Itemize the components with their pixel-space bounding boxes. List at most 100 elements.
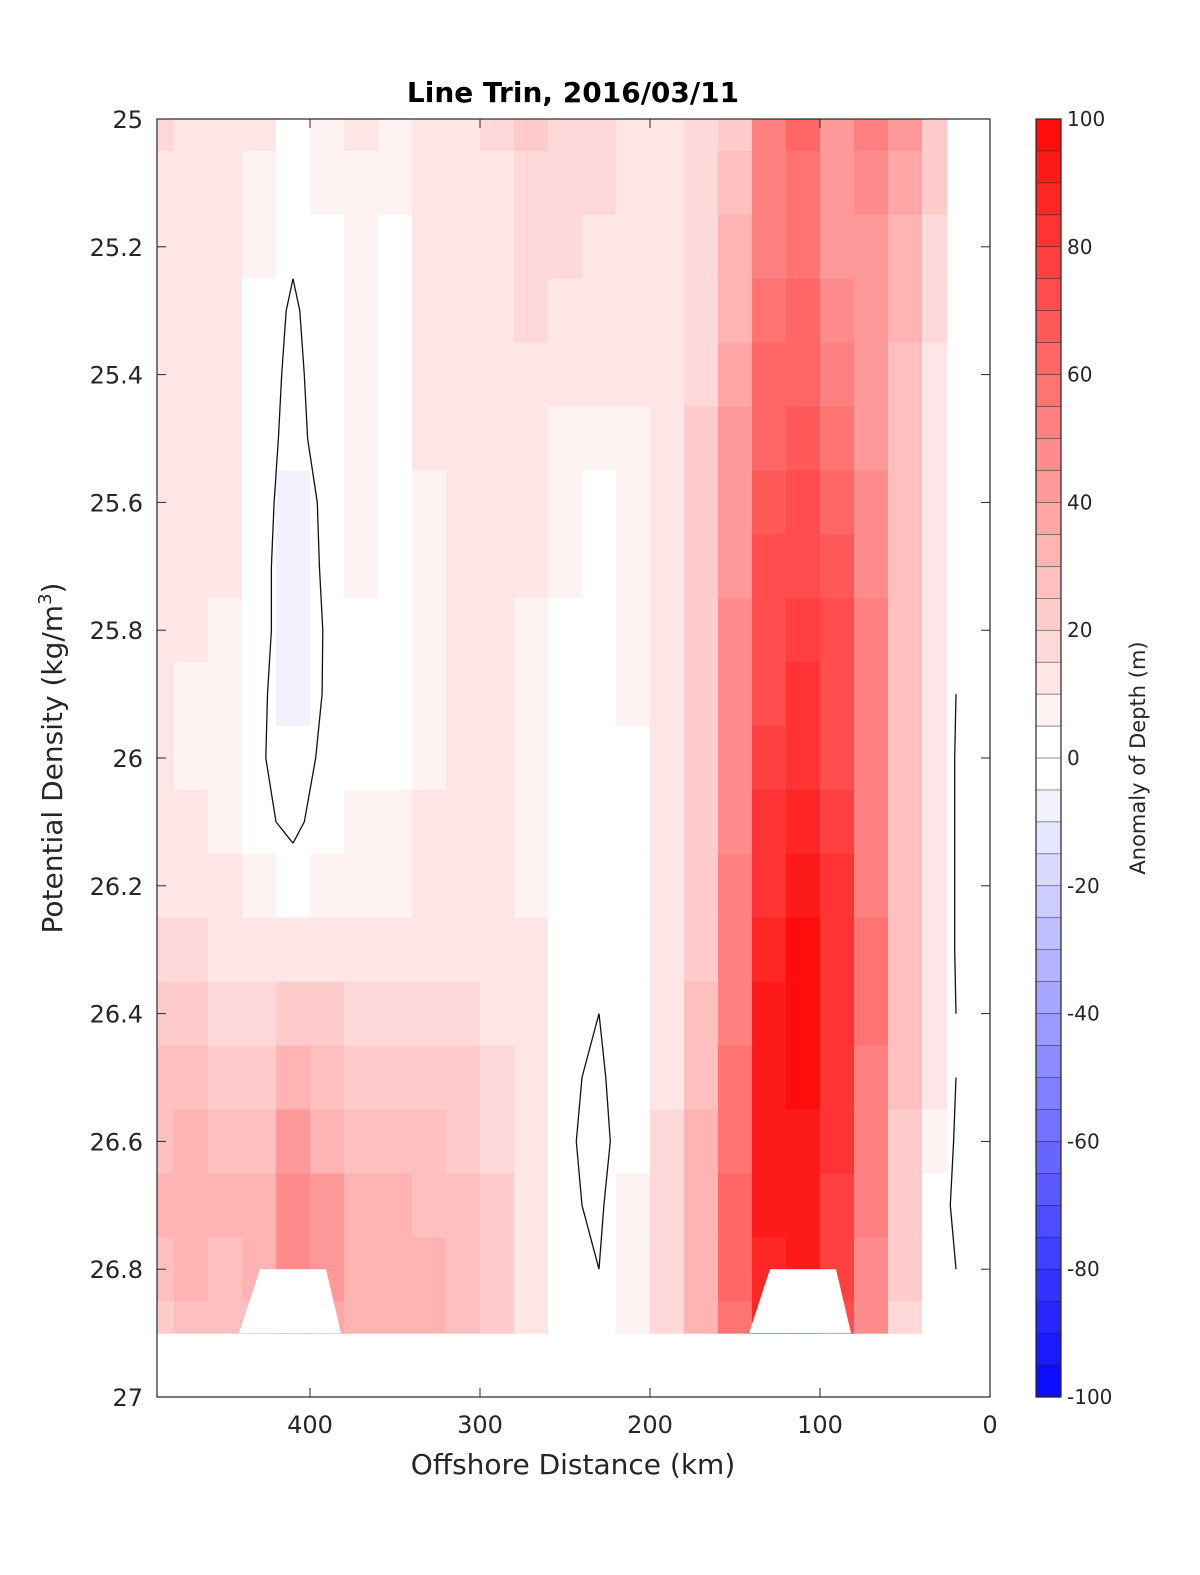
- colorbar-step: [1035, 534, 1062, 567]
- heat-cell: [157, 1045, 175, 1111]
- heat-cell: [752, 470, 787, 535]
- heat-cell: [650, 662, 685, 727]
- colorbar-step: [1035, 566, 1062, 599]
- heat-cell: [922, 662, 949, 727]
- heat-cell: [344, 598, 379, 663]
- colorbar-step: [1035, 1237, 1062, 1270]
- heat-cell: [820, 1173, 855, 1238]
- colorbar-step: [1035, 214, 1062, 248]
- heat-cell: [514, 981, 549, 1047]
- colorbar-tick-label: 60: [1067, 363, 1092, 387]
- heat-cell: [718, 1045, 753, 1111]
- heat-cell: [922, 789, 949, 855]
- heat-cell: [616, 981, 651, 1047]
- heat-cell: [412, 214, 447, 280]
- heat-cell: [514, 278, 549, 344]
- heat-cell: [947, 917, 957, 983]
- heat-cell: [888, 853, 923, 919]
- heat-cell: [718, 342, 753, 408]
- heat-cell: [446, 342, 481, 408]
- heat-cell: [412, 1109, 447, 1174]
- heat-cell: [820, 119, 855, 152]
- colorbar-step: [1035, 598, 1062, 631]
- heat-cell: [854, 789, 889, 855]
- y-tick-label: 25.4: [90, 362, 143, 390]
- heat-cell: [174, 470, 209, 535]
- heat-cell: [786, 470, 821, 535]
- heat-cell: [174, 1301, 209, 1334]
- heat-cell: [514, 214, 549, 280]
- heat-cell: [157, 534, 175, 599]
- heat-cell: [888, 150, 923, 216]
- heat-cell: [480, 1173, 515, 1238]
- heat-cell: [582, 342, 617, 408]
- heat-cell: [616, 406, 651, 472]
- heat-cell: [752, 726, 787, 791]
- heat-cell: [820, 470, 855, 535]
- heatmap-cells: [157, 119, 957, 1334]
- heat-cell: [514, 470, 549, 535]
- heat-cell: [650, 470, 685, 535]
- heat-cell: [446, 1173, 481, 1238]
- heat-cell: [480, 726, 515, 791]
- colorbar-frame: [1035, 118, 1062, 1398]
- heat-cell: [208, 1301, 243, 1334]
- heat-cell: [922, 342, 949, 408]
- heat-cell: [650, 726, 685, 791]
- heat-cell: [446, 534, 481, 599]
- heat-cell: [922, 150, 949, 216]
- heat-cell: [947, 214, 957, 280]
- heat-cell: [378, 342, 413, 408]
- heat-cell: [446, 1045, 481, 1111]
- zero-contour: [265, 278, 957, 1270]
- heat-cell: [276, 853, 311, 919]
- x-axis-ticks: 400 300 200 100 0: [287, 119, 998, 1439]
- heat-cell: [344, 534, 379, 599]
- heat-cell: [208, 726, 243, 791]
- x-tick-label: 100: [797, 1411, 843, 1439]
- heat-cell: [480, 662, 515, 727]
- heat-cell: [786, 1109, 821, 1174]
- heat-cell: [208, 342, 243, 408]
- heat-cell: [888, 406, 923, 472]
- heat-cell: [208, 278, 243, 344]
- colorbar-step: [1035, 661, 1062, 695]
- heat-cell: [548, 470, 583, 535]
- heat-cell: [582, 150, 617, 216]
- heat-cell: [947, 981, 957, 1047]
- heat-cell: [344, 214, 379, 280]
- heat-cell: [718, 917, 753, 983]
- heat-cell: [786, 278, 821, 344]
- heat-cell: [208, 534, 243, 599]
- heat-cell: [157, 119, 175, 152]
- heat-cell: [548, 214, 583, 280]
- heat-cell: [480, 917, 515, 983]
- heat-cell: [208, 470, 243, 535]
- heat-cell: [947, 278, 957, 344]
- heat-cell: [174, 214, 209, 280]
- heat-cell: [242, 150, 277, 216]
- heat-cell: [684, 1045, 719, 1111]
- heat-cell: [947, 598, 957, 663]
- heat-cell: [412, 598, 447, 663]
- heat-cell: [157, 278, 175, 344]
- heat-cell: [582, 917, 617, 983]
- heat-cell: [854, 150, 889, 216]
- heat-cell: [684, 598, 719, 663]
- heat-cell: [854, 1045, 889, 1111]
- heat-cell: [276, 214, 311, 280]
- heat-cell: [786, 662, 821, 727]
- heat-cell: [854, 1237, 889, 1302]
- zero-contour-lines: [265, 278, 957, 1270]
- heat-cell: [514, 789, 549, 855]
- heat-cell: [854, 1109, 889, 1174]
- heat-cell: [548, 789, 583, 855]
- colorbar: 100 80 60 40 20 0 -20 -40 -60 -80 -100 Anomaly of …: [1035, 107, 1150, 1409]
- heat-cell: [174, 1109, 209, 1174]
- heat-cell: [276, 598, 311, 663]
- heat-cell: [947, 406, 957, 472]
- y-axis-title: Potential Density (kg/m3): [35, 583, 69, 934]
- heat-cell: [242, 1173, 277, 1238]
- heat-cell: [548, 1301, 583, 1334]
- heat-cell: [616, 1301, 651, 1334]
